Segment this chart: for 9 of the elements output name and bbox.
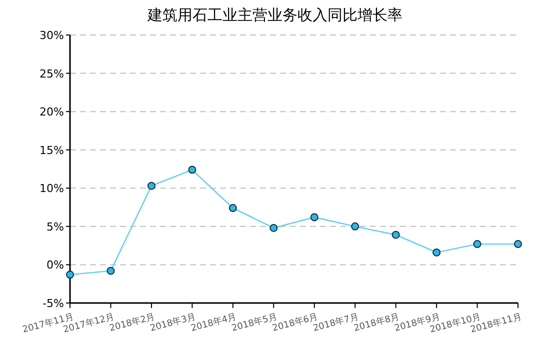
y-tick-label: -5% — [42, 297, 64, 310]
y-tick-label: 20% — [40, 106, 64, 119]
chart-title: 建筑用石工业主营业务收入同比增长率 — [146, 6, 402, 24]
y-tick-label: 30% — [40, 29, 64, 42]
y-tick-label: 10% — [40, 182, 64, 196]
y-tick-label: 0% — [46, 258, 64, 272]
y-tick-label: 5% — [46, 220, 64, 234]
y-tick-label: 25% — [40, 67, 64, 80]
y-tick-label: 15% — [40, 144, 64, 157]
